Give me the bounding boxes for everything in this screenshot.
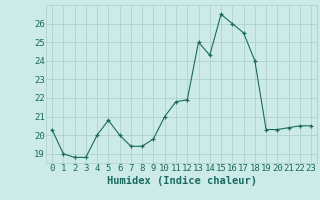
X-axis label: Humidex (Indice chaleur): Humidex (Indice chaleur) bbox=[107, 176, 257, 186]
